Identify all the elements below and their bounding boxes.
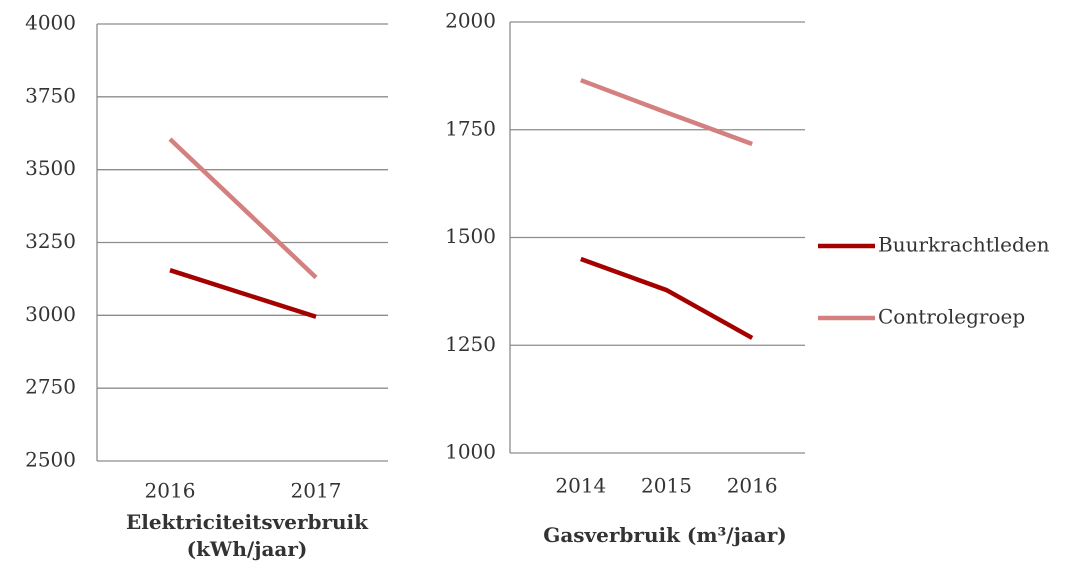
y-tick-label: 2500	[25, 448, 76, 472]
y-tick-label: 1250	[445, 332, 496, 356]
y-tick-label: 2000	[445, 9, 496, 33]
y-tick-label: 4000	[25, 11, 76, 35]
series-line	[580, 256, 754, 340]
x-tick-label: 2016	[727, 474, 778, 498]
y-tick-label: 3250	[25, 229, 76, 253]
y-tick-label: 3750	[25, 83, 76, 107]
series-line	[169, 268, 317, 319]
y-tick-label: 2750	[25, 375, 76, 399]
chart-title: Gasverbruik (m³/jaar)	[543, 523, 787, 547]
y-tick-label: 1500	[445, 224, 496, 248]
y-tick-label: 3500	[25, 156, 76, 180]
series-line	[580, 78, 753, 147]
y-tick-label: 1000	[445, 440, 496, 464]
x-tick-label: 2015	[641, 474, 692, 498]
y-tick-label: 3000	[25, 302, 76, 326]
x-tick-label: 2016	[145, 479, 196, 503]
legend-label: Buurkrachtleden	[878, 233, 1050, 257]
series-line	[168, 137, 318, 280]
x-tick-label: 2017	[291, 479, 342, 503]
y-tick-label: 1750	[445, 116, 496, 140]
chart-title: Elektriciteitsverbruik (kWh/jaar)	[125, 510, 369, 561]
legend-label: Controlegroep	[878, 305, 1025, 329]
x-tick-label: 2014	[555, 474, 606, 498]
